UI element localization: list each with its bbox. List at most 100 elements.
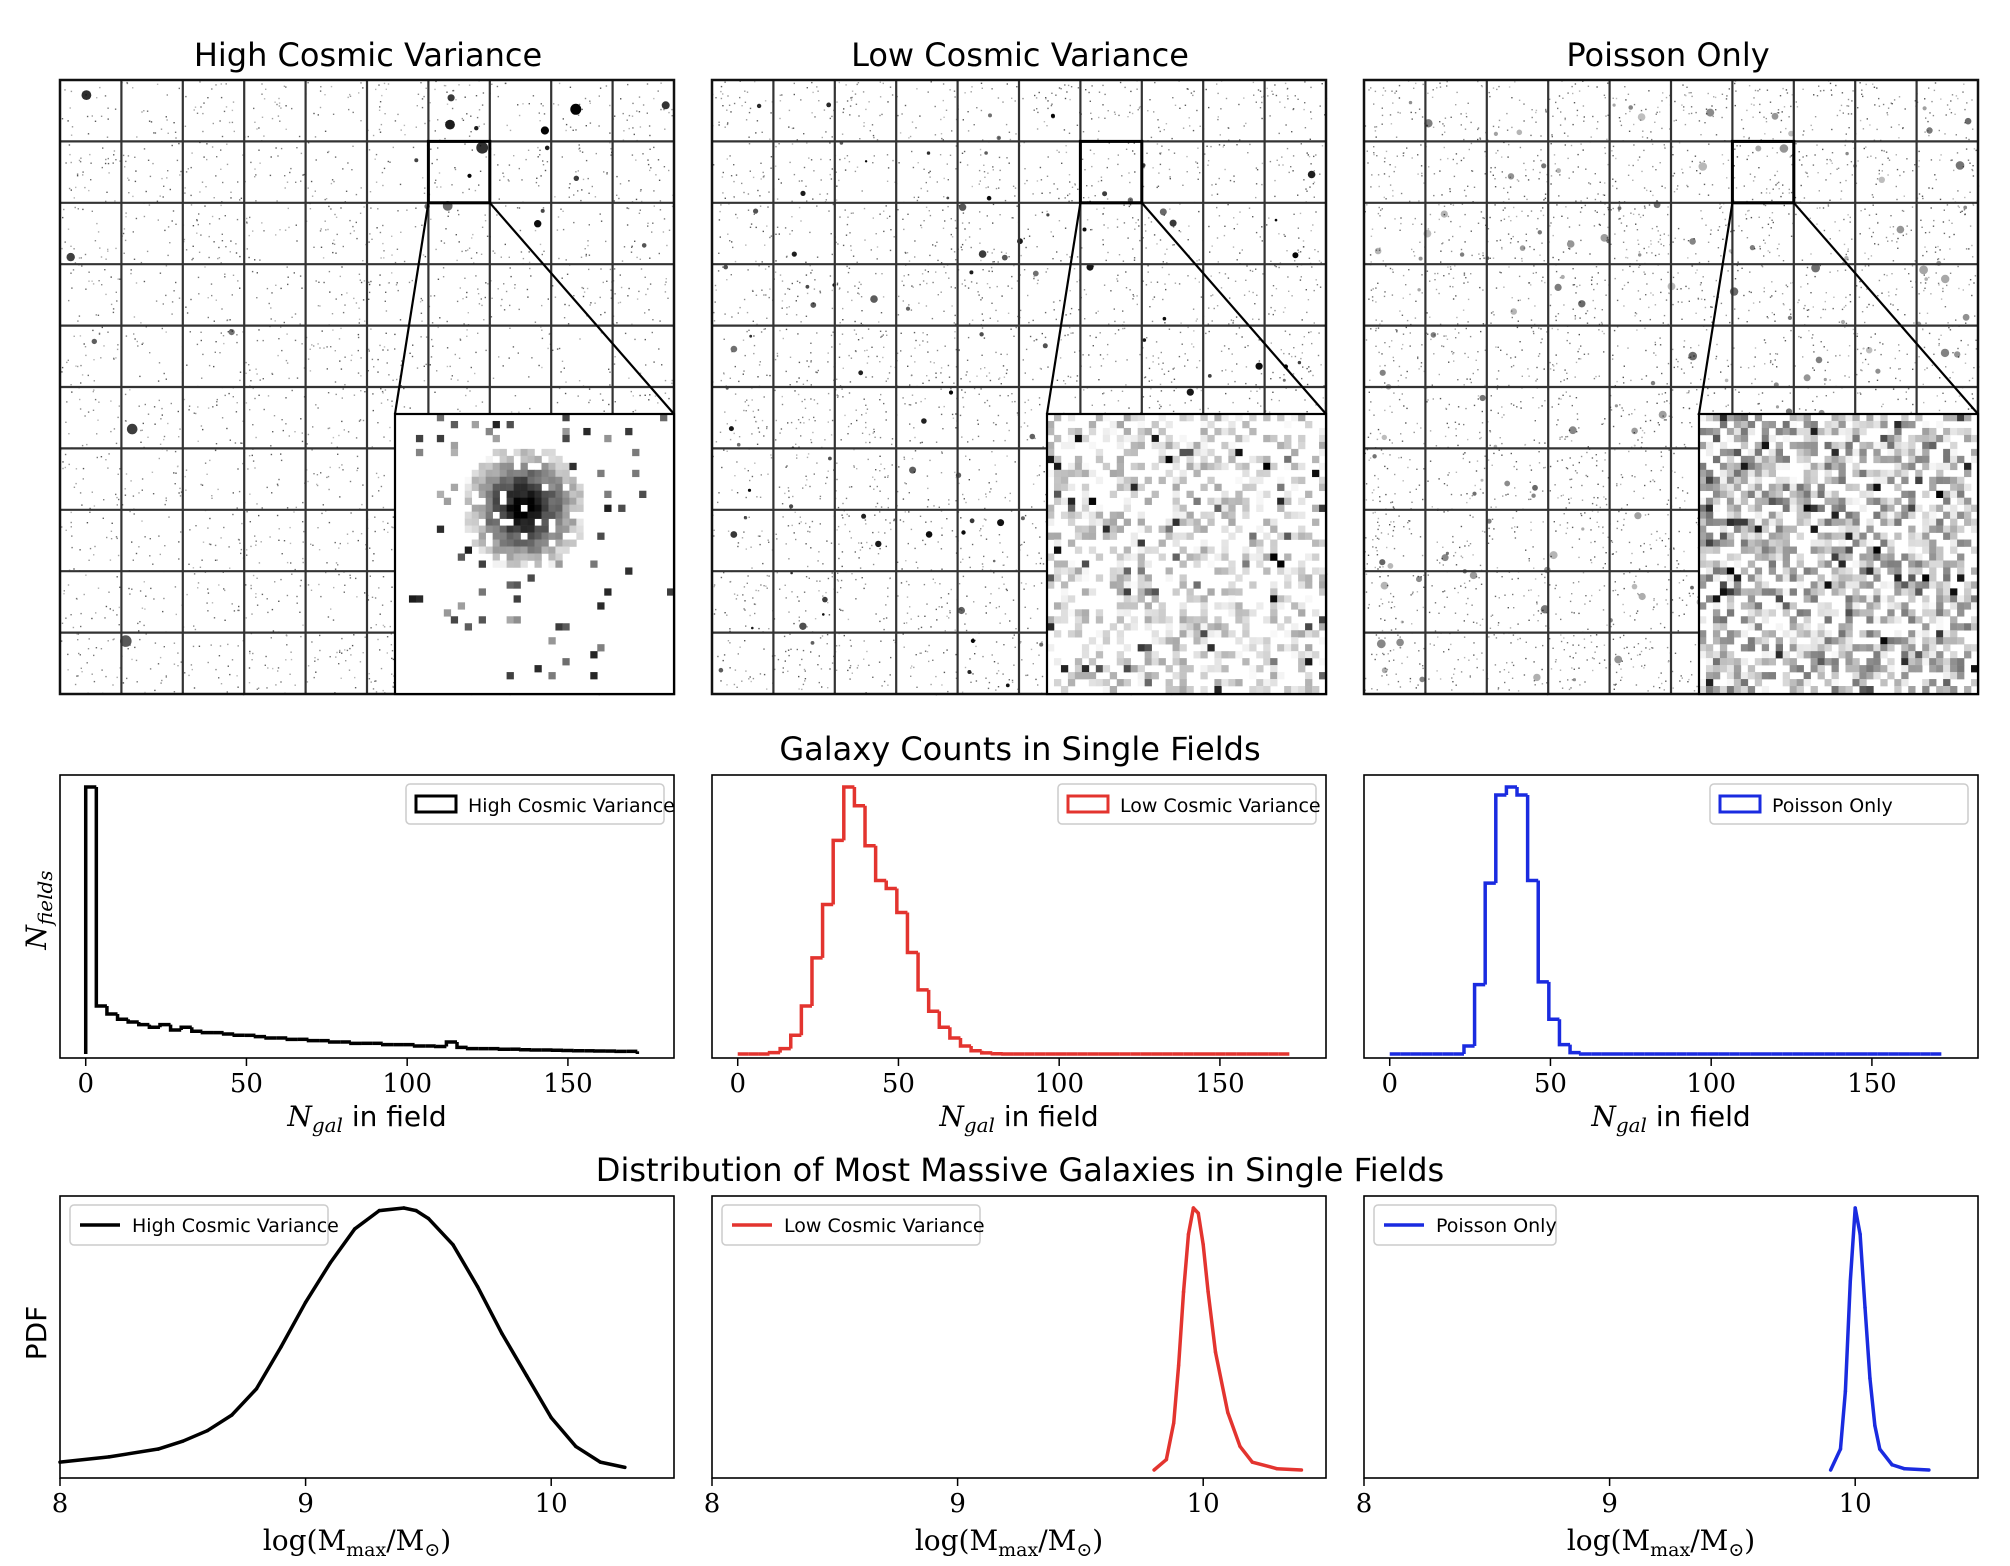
histogram-bar	[1462, 1044, 1475, 1054]
histogram-bar	[1578, 1052, 1592, 1056]
x-axis-label: log(Mmax/M⊙)	[1567, 1524, 1755, 1561]
histogram-bar	[1536, 880, 1549, 984]
x-tick-label: 150	[543, 1069, 593, 1099]
pdf-segment	[205, 1413, 234, 1433]
histogram-bar	[852, 787, 866, 808]
x-tick-label: 100	[382, 1069, 432, 1099]
histogram-bar	[969, 1045, 982, 1053]
x-tick-label: 50	[1534, 1069, 1567, 1099]
histogram-bar	[105, 1005, 118, 1016]
histogram-bar	[147, 1024, 160, 1030]
pdf-segment	[328, 1227, 357, 1265]
pdf-segment	[279, 1300, 308, 1349]
histogram-bar	[842, 785, 855, 841]
x-tick-label: 150	[1195, 1069, 1245, 1099]
histogram-bar	[497, 1047, 511, 1051]
histogram-bars	[737, 785, 1290, 1056]
histogram-bar	[455, 1041, 468, 1050]
pdf-segment	[1238, 1444, 1255, 1464]
zoom-inset-pixels	[1047, 414, 1327, 694]
histogram-bar	[1525, 795, 1539, 883]
legend-swatch	[1718, 794, 1762, 814]
zoom-source-cell	[1078, 139, 1144, 205]
histogram-bar	[444, 1040, 458, 1047]
pdf-segment	[1853, 1206, 1862, 1236]
counts-histogram-poisson: 0 50 100 150 Ngal in field Poisson Only	[1363, 774, 1979, 1137]
pdf-segment	[1213, 1350, 1230, 1415]
zoom-source-cell	[1730, 139, 1796, 205]
histogram-bars	[1389, 785, 1942, 1056]
histogram-bar	[895, 888, 908, 915]
histogram-bar	[873, 845, 887, 883]
counts-section-title: Galaxy Counts in Single Fields	[779, 730, 1260, 768]
histogram-bar	[264, 1036, 277, 1040]
pdf-segment	[1843, 1279, 1853, 1394]
histogram-bar	[916, 952, 929, 992]
legend-label: High Cosmic Variance	[468, 795, 675, 817]
zoom-connector-left	[1045, 202, 1082, 415]
legend-box	[721, 1204, 981, 1246]
histogram-bar	[979, 1050, 993, 1055]
pdf-segment	[1275, 1466, 1304, 1472]
x-tick-label: 8	[52, 1489, 69, 1519]
pdf-segment	[574, 1444, 603, 1464]
legend-box	[405, 783, 665, 825]
pdf-segment	[451, 1242, 480, 1289]
x-tick-label: 100	[1034, 1069, 1084, 1099]
x-axis-label: Ngal in field	[286, 1100, 446, 1137]
x-tick-label: 9	[297, 1489, 314, 1519]
mass-pdf-high: 8 9 10 log(Mmax/M⊙) High Cosmic Variance	[52, 1195, 675, 1561]
image-panel-poisson: Poisson Only	[1362, 36, 1980, 696]
histogram-bar	[285, 1037, 298, 1042]
x-tick-label: 9	[1601, 1489, 1618, 1519]
pdf-segment	[303, 1261, 332, 1305]
x-tick-label: 50	[882, 1069, 915, 1099]
histogram-bar	[863, 805, 876, 848]
histogram-bar	[767, 1050, 781, 1055]
pdf-segment	[1206, 1290, 1218, 1354]
histogram-bar	[200, 1030, 214, 1035]
histogram-bar	[1483, 881, 1496, 985]
pdf-segment	[524, 1373, 553, 1420]
x-tick-label: 0	[1381, 1069, 1398, 1099]
histogram-bar	[1504, 785, 1518, 796]
legend-swatch	[1066, 794, 1110, 814]
x-tick-label: 9	[949, 1489, 966, 1519]
pdf-segment	[1171, 1363, 1181, 1425]
zoom-inset-pixels	[1699, 414, 1979, 694]
zoom-connector-left	[393, 202, 430, 415]
image-panel-high: High Cosmic Variance	[58, 36, 676, 696]
x-tick-label: 8	[1356, 1489, 1373, 1519]
histogram-bar	[83, 785, 97, 1054]
histogram-bar	[789, 1033, 802, 1049]
histogram-bar	[465, 1046, 479, 1051]
pdf-segment	[549, 1415, 578, 1449]
pdf-segment	[475, 1284, 504, 1336]
zoom-inset-frame	[393, 412, 676, 696]
histogram-bar	[190, 1027, 203, 1034]
legend-box	[1709, 783, 1969, 825]
pdf-segment	[426, 1216, 455, 1247]
zoom-inset-pixels	[408, 414, 675, 680]
histogram-bar	[1472, 982, 1486, 1046]
pdf-segment	[598, 1460, 627, 1470]
mass-pdf-low: 8 9 10 log(Mmax/M⊙) Low Cosmic Variance	[704, 1195, 1327, 1561]
legend-box	[1373, 1204, 1557, 1246]
pdf-segment	[1828, 1447, 1843, 1472]
pdf-segment	[500, 1332, 529, 1378]
legend-label: Poisson Only	[1436, 1215, 1557, 1237]
image-frame	[710, 78, 1328, 696]
x-axis-label: log(Mmax/M⊙)	[263, 1524, 451, 1561]
mass-pdf-poisson: 8 9 10 log(Mmax/M⊙) Poisson Only	[1356, 1195, 1979, 1561]
histogram-bar	[1557, 1019, 1571, 1047]
pdf-segment	[1838, 1389, 1848, 1451]
histogram-bar	[990, 1051, 1003, 1056]
histogram-bar	[349, 1041, 362, 1046]
pdf-segment	[156, 1439, 185, 1451]
zoom-connector-left	[1697, 202, 1734, 415]
x-tick-label: 150	[1847, 1069, 1897, 1099]
x-tick-label: 0	[729, 1069, 746, 1099]
legend-swatch	[414, 794, 458, 814]
x-tick-label: 100	[1686, 1069, 1736, 1099]
